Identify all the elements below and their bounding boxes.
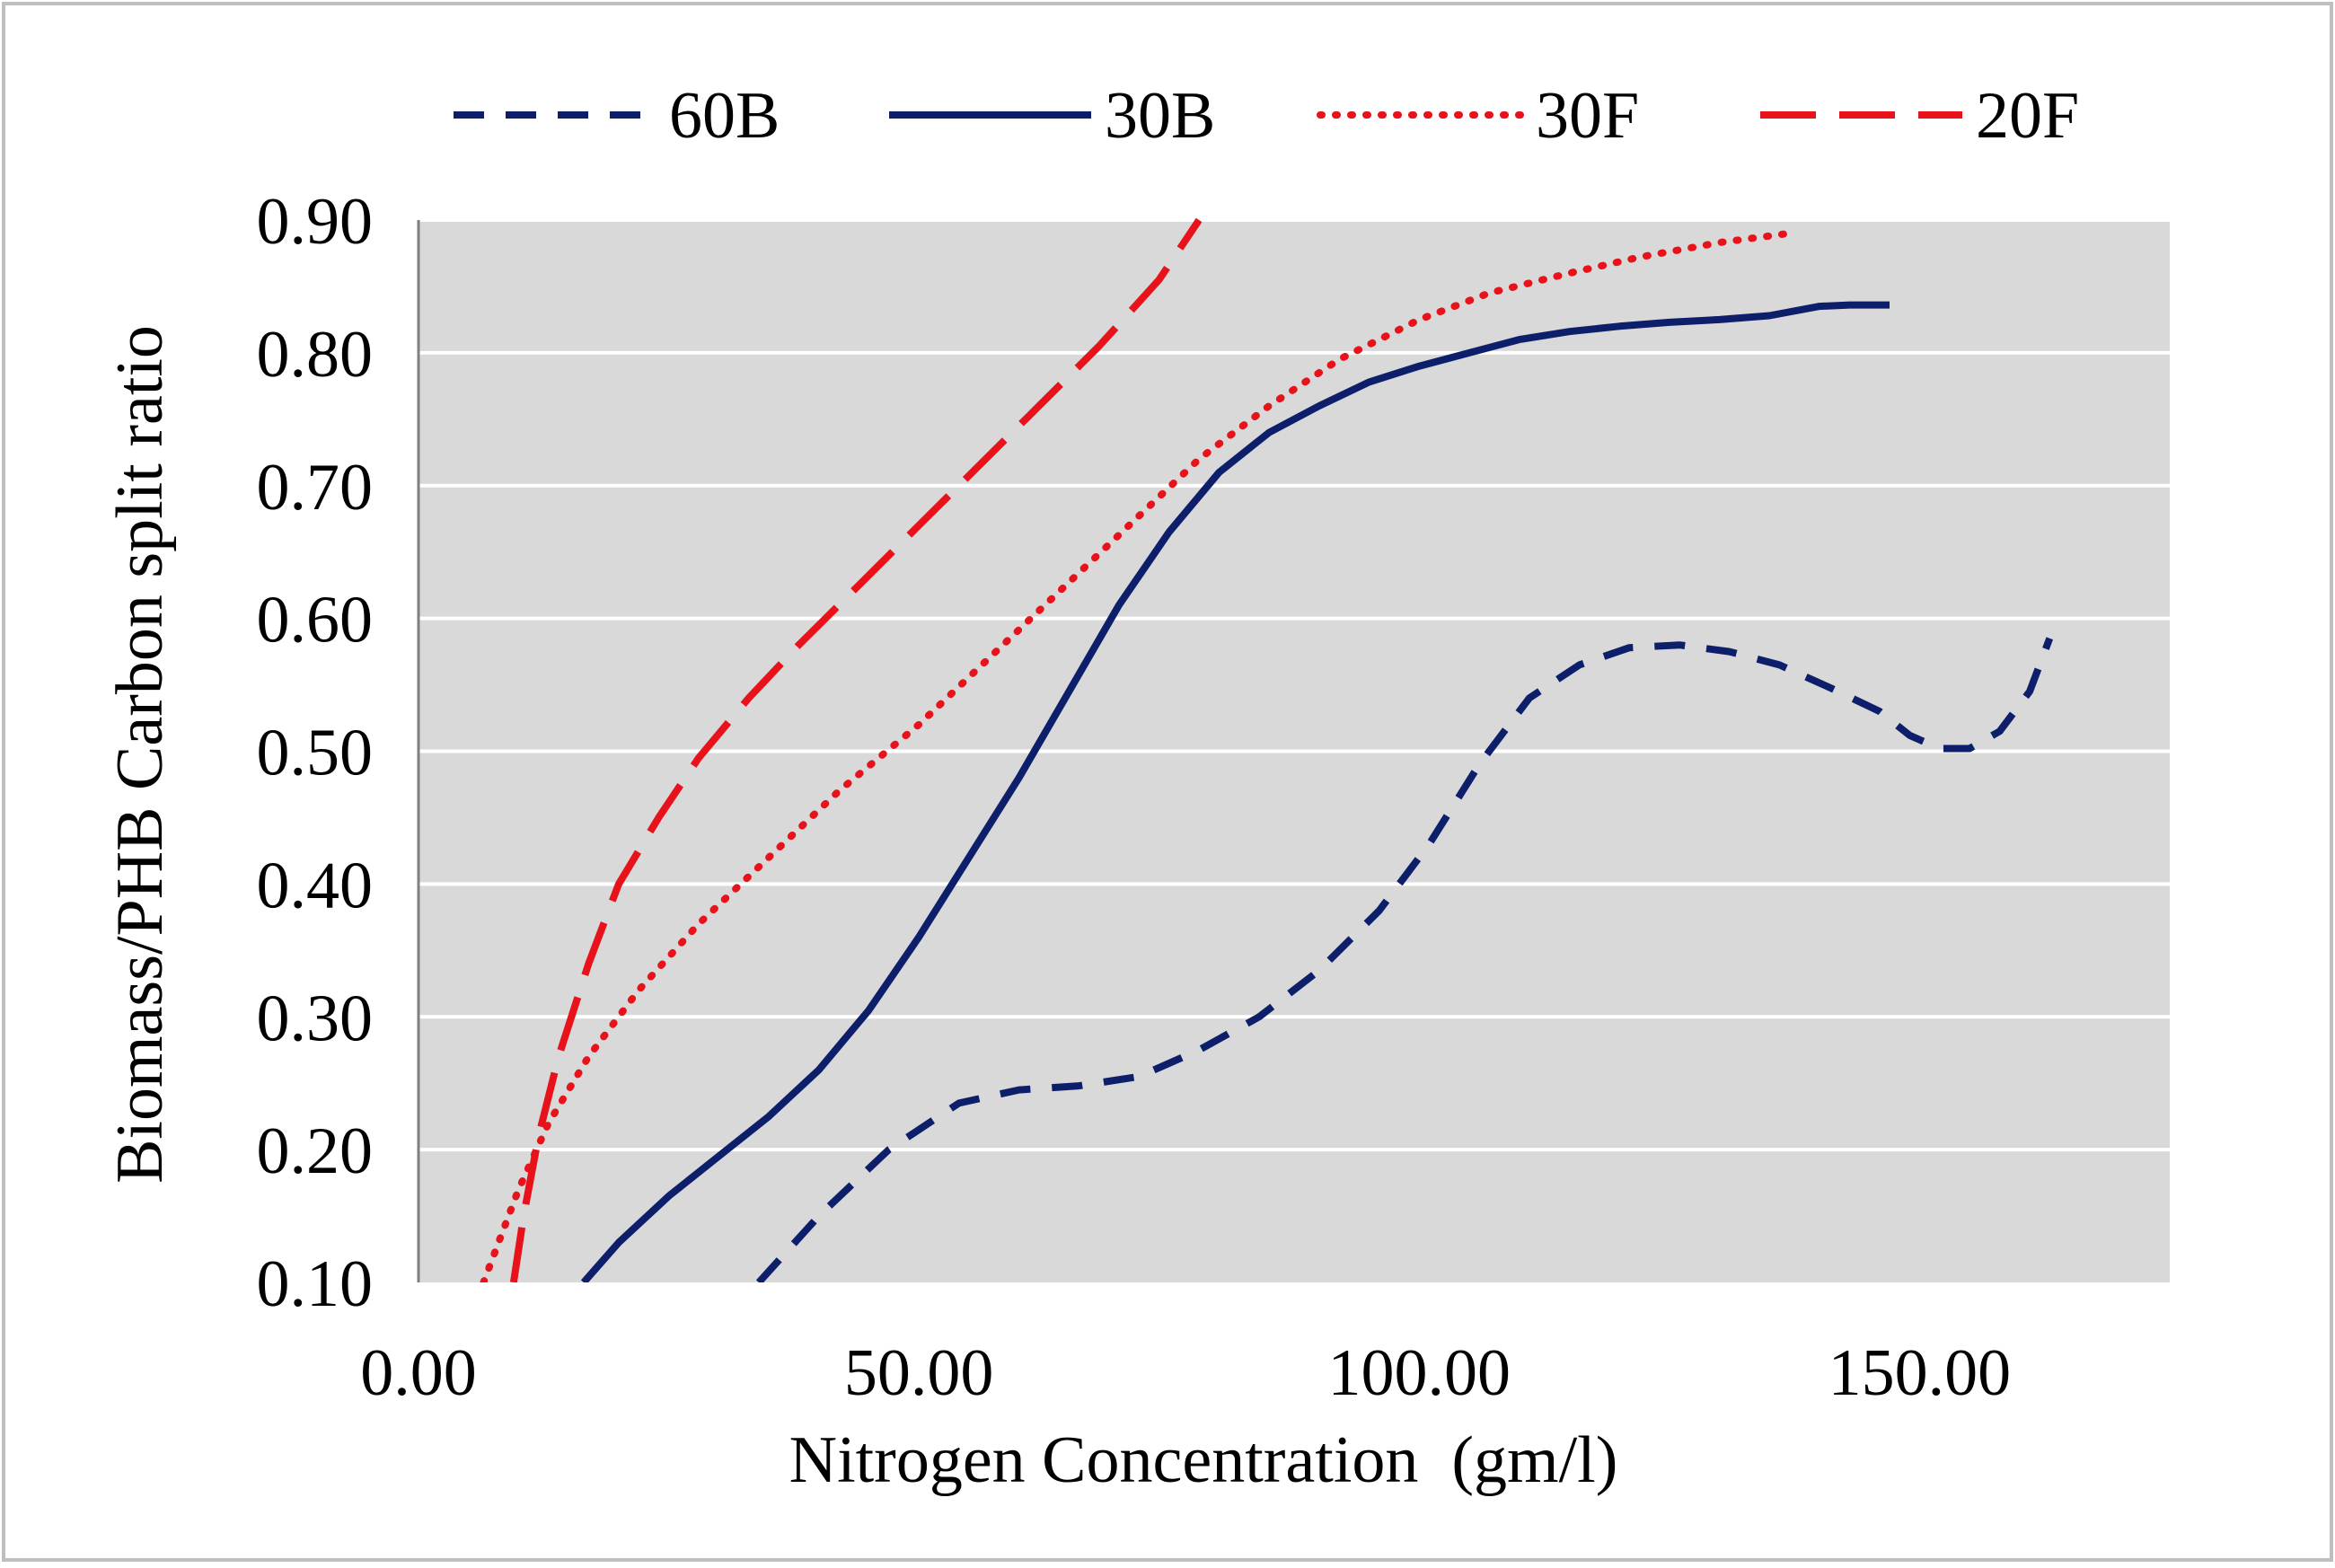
series-line-20F — [509, 217, 1203, 1282]
y-tick-label: 0.60 — [257, 584, 374, 657]
x-tick-labels: 0.00 50.00 100.00 150.00 — [360, 1336, 2011, 1410]
y-tick-labels: 0.10 0.20 0.30 0.40 0.50 0.60 0.70 0.80 0.90 — [257, 185, 374, 1321]
x-tick-label: 0.00 — [360, 1336, 477, 1410]
y-tick-label: 0.50 — [257, 717, 374, 790]
y-tick-label: 0.80 — [257, 318, 374, 392]
y-tick-label: 0.30 — [257, 982, 374, 1055]
legend-label-30B: 30B — [1105, 79, 1215, 153]
x-tick-label: 50.00 — [844, 1336, 994, 1410]
legend-label-20F: 20F — [1976, 79, 2079, 153]
y-tick-label: 0.10 — [257, 1247, 374, 1321]
x-tick-label: 150.00 — [1828, 1336, 2012, 1410]
y-tick-label: 0.90 — [257, 185, 374, 259]
x-tick-label: 100.00 — [1328, 1336, 1511, 1410]
series-line-60B — [755, 637, 2054, 1282]
gridlines — [419, 218, 2170, 1152]
x-axis-label: Nitrogen Concentration (gm/l) — [789, 1423, 1618, 1497]
y-tick-label: 0.70 — [257, 451, 374, 524]
series-line-30F — [480, 229, 1793, 1282]
series-line-30B — [580, 301, 1890, 1282]
y-tick-label: 0.20 — [257, 1114, 374, 1188]
y-axis-label: Biomass/PHB Carbon split ratio — [103, 325, 177, 1184]
legend-label-60B: 60B — [669, 79, 780, 153]
series-layer — [480, 217, 2054, 1282]
y-tick-label: 0.40 — [257, 849, 374, 922]
legend-label-30F: 30F — [1536, 79, 1639, 153]
legend: 60B 30B 30F 20F — [454, 79, 2079, 153]
